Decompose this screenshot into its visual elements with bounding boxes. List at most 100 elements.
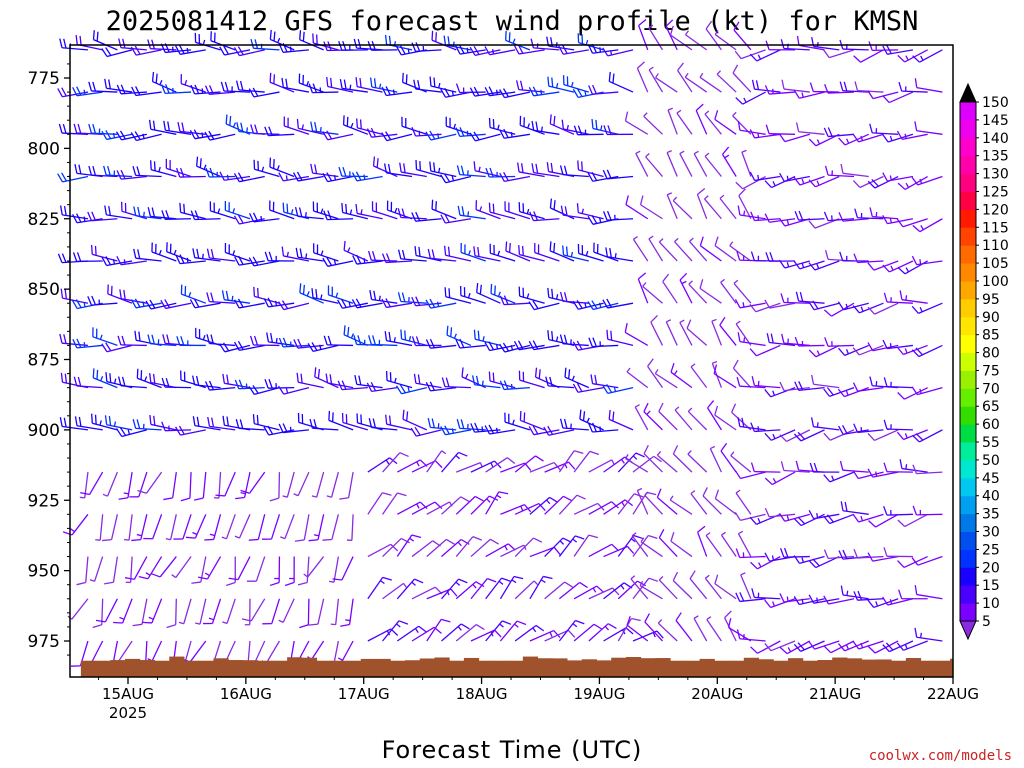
wind-barb — [151, 556, 177, 578]
wind-barb — [605, 247, 634, 262]
wind-barb — [415, 159, 442, 178]
wind-barbs — [57, 19, 943, 671]
wind-barb — [749, 171, 781, 182]
wind-barb — [185, 514, 207, 539]
wind-barb — [367, 543, 399, 558]
wind-barb — [131, 514, 148, 542]
wind-barb — [252, 414, 280, 431]
wind-barb — [455, 127, 486, 138]
wind-barb — [693, 615, 708, 642]
wind-barb — [588, 337, 619, 348]
wind-barb — [104, 205, 133, 220]
wind-barb — [531, 120, 560, 135]
x-axis-label: Forecast Time (UTC) — [382, 736, 643, 764]
wind-barb — [326, 76, 354, 93]
wind-barb — [395, 384, 427, 395]
wind-barb — [337, 380, 368, 391]
wind-barb — [303, 556, 325, 578]
terrain-segment — [758, 659, 774, 677]
wind-barb — [354, 374, 383, 389]
wind-barb — [793, 555, 825, 565]
colorbar-label: 40 — [982, 489, 1000, 505]
wind-barb — [573, 450, 600, 473]
wind-barb — [175, 254, 206, 265]
wind-barb — [564, 367, 590, 389]
wind-barb — [531, 163, 560, 178]
wind-barb — [518, 286, 545, 304]
terrain-segment — [80, 660, 97, 677]
wind-barb — [250, 124, 280, 135]
x-tick-label: 22AUG — [927, 685, 979, 703]
wind-barb — [808, 260, 840, 271]
wind-barb — [519, 410, 545, 431]
wind-barb — [161, 210, 192, 220]
wind-barb — [764, 213, 796, 223]
y-tick-label: 775 — [28, 69, 60, 89]
wind-barb — [425, 130, 457, 141]
wind-barb — [839, 81, 869, 93]
colorbar-label: 110 — [982, 238, 1009, 254]
wind-barb — [883, 377, 913, 389]
colorbar-label: 10 — [982, 596, 1000, 612]
credit-text: coolwx.com/models — [869, 748, 1012, 764]
wind-barb — [341, 413, 369, 431]
wind-barb — [353, 335, 383, 347]
wind-barb — [559, 291, 589, 304]
wind-barb — [823, 127, 855, 138]
wind-barb — [381, 86, 413, 97]
wind-barb — [794, 210, 825, 221]
wind-barb — [59, 333, 88, 347]
wind-barb — [765, 124, 796, 135]
wind-barb — [381, 253, 413, 264]
wind-barb — [617, 493, 644, 515]
wind-barb — [529, 211, 560, 222]
wind-barb — [665, 319, 678, 346]
wind-barb — [413, 79, 442, 93]
wind-barb — [793, 89, 825, 99]
wind-barb — [687, 407, 708, 431]
wind-barb — [808, 175, 840, 188]
wind-barb — [163, 472, 177, 501]
terrain-segment — [684, 660, 701, 677]
wind-barb — [793, 596, 825, 606]
wind-barb — [470, 460, 502, 473]
wind-barb — [549, 241, 575, 262]
wind-barb — [838, 425, 869, 436]
wind-barb — [241, 598, 266, 622]
terrain-segment — [242, 660, 259, 677]
terrain-segment — [346, 660, 362, 677]
colorbar-swatch — [960, 245, 976, 264]
wind-barb — [441, 623, 470, 642]
wind-barb — [444, 287, 472, 304]
wind-barb — [396, 625, 427, 642]
wind-barb — [470, 538, 499, 558]
wind-barb — [382, 582, 407, 600]
wind-barb — [749, 344, 781, 357]
wind-barb — [91, 413, 118, 431]
wind-barb — [699, 72, 722, 93]
wind-barb — [89, 556, 104, 582]
wind-barb — [193, 472, 207, 501]
wind-barb — [171, 556, 192, 579]
wind-barb — [853, 423, 884, 434]
wind-barb — [385, 371, 413, 389]
wind-barb — [475, 200, 501, 220]
wind-barb — [811, 374, 840, 389]
wind-barb — [147, 207, 177, 220]
x-tick-label: 15AUG — [102, 685, 154, 703]
colorbar-label: 130 — [982, 167, 1009, 183]
wind-barb — [278, 598, 295, 623]
terrain-segment — [434, 657, 450, 677]
wind-barb — [426, 618, 451, 642]
colorbar-label: 145 — [982, 113, 1009, 129]
wind-barb — [88, 123, 118, 135]
wind-barb — [226, 556, 236, 587]
wind-barb — [162, 334, 192, 347]
terrain-segment — [581, 659, 597, 677]
wind-barb — [310, 163, 339, 178]
wind-barb — [469, 86, 501, 97]
wind-barb — [587, 171, 619, 182]
wind-barb — [534, 243, 560, 262]
wind-barb — [206, 334, 236, 347]
wind-barb — [104, 415, 133, 431]
